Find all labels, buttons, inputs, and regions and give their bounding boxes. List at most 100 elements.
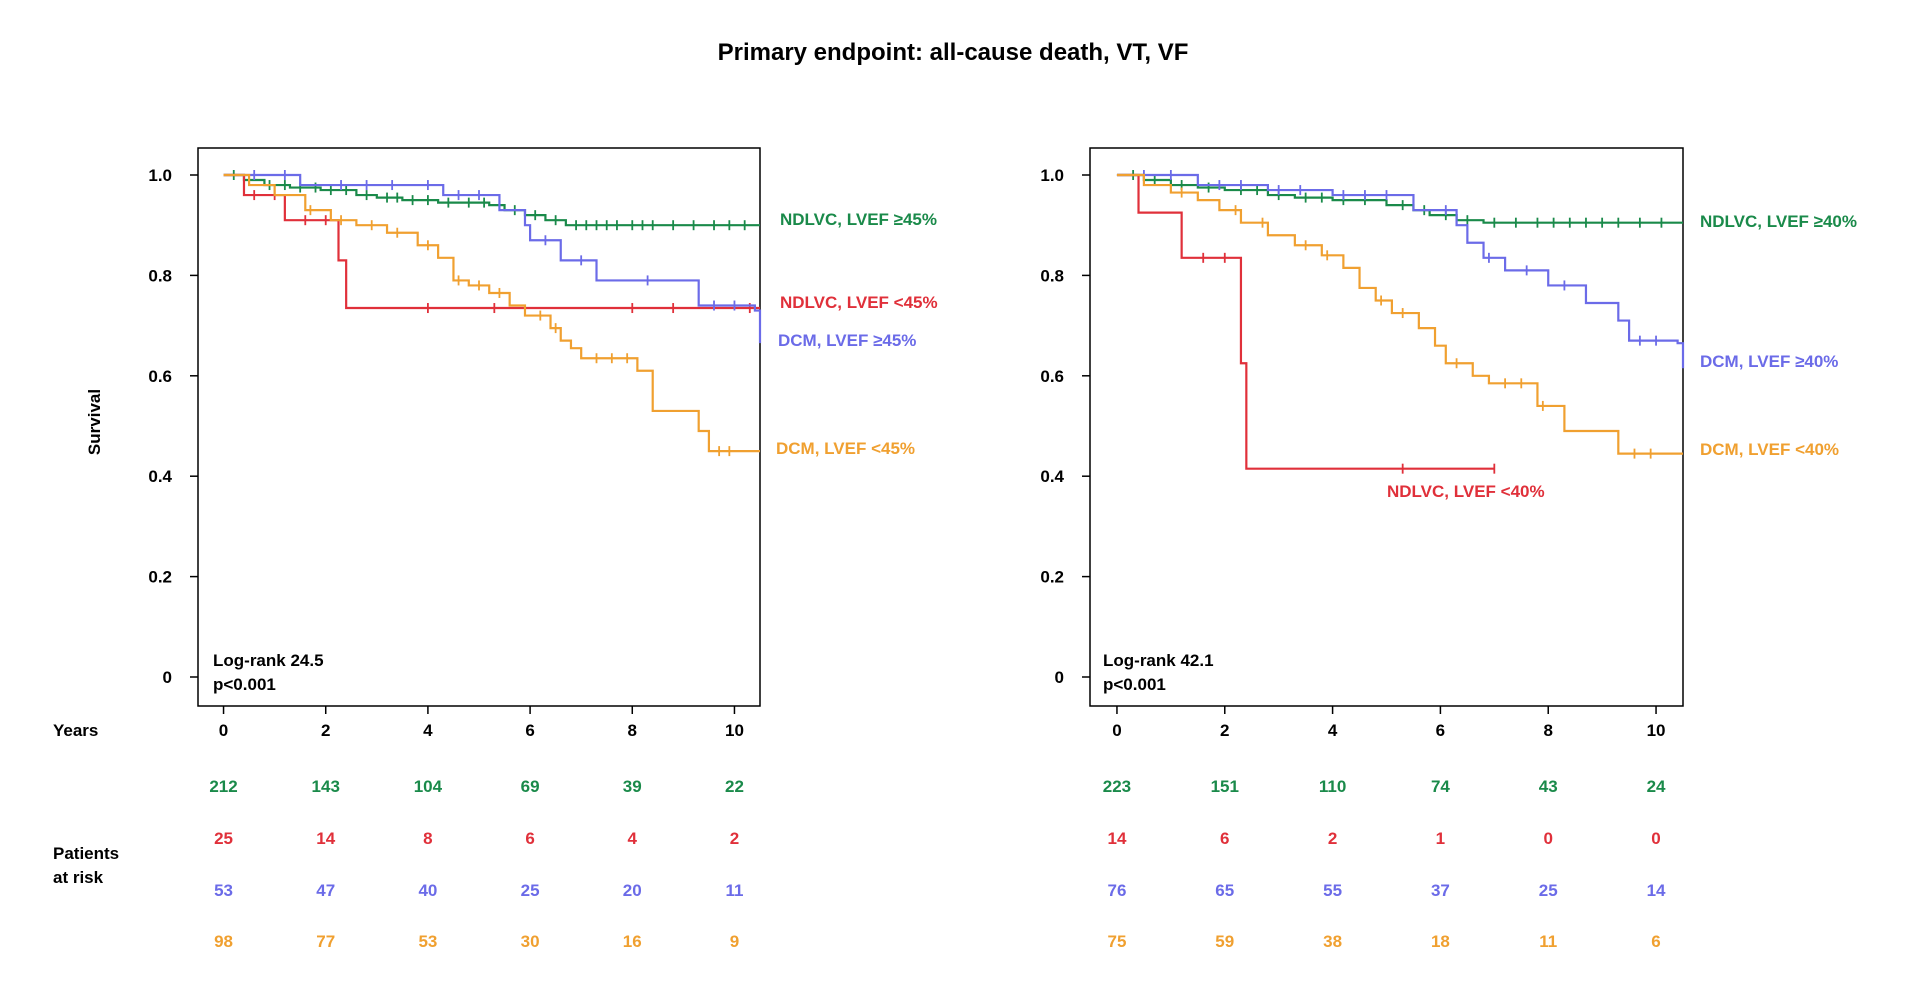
risk-count: 8: [423, 829, 432, 848]
risk-label-line2: at risk: [53, 868, 104, 887]
risk-count: 223: [1103, 777, 1131, 796]
risk-count: 0: [1651, 829, 1660, 848]
plot-frame: [197, 147, 761, 707]
risk-count: 212: [209, 777, 237, 796]
y-tick-label: 0.6: [148, 367, 172, 386]
x-tick-label: 2: [321, 721, 330, 740]
risk-count: 143: [312, 777, 340, 796]
risk-count: 9: [730, 932, 739, 951]
y-tick-label: 0: [1055, 668, 1064, 687]
risk-count: 1: [1436, 829, 1445, 848]
series-label: DCM, LVEF ≥40%: [1700, 352, 1838, 371]
risk-count: 151: [1211, 777, 1239, 796]
y-tick-label: 0.8: [148, 266, 172, 285]
survival-curve: [223, 173, 760, 310]
risk-count: 77: [316, 932, 335, 951]
survival-curve: [223, 173, 760, 453]
risk-count: 14: [316, 829, 335, 848]
x-tick-label: 6: [525, 721, 534, 740]
series-label: NDLVC, LVEF ≥40%: [1700, 212, 1857, 231]
x-tick-label: 10: [1647, 721, 1666, 740]
x-tick-label: 10: [725, 721, 744, 740]
series-label: NDLVC, LVEF ≥45%: [780, 210, 937, 229]
p-value-text: p<0.001: [213, 675, 276, 694]
y-tick-label: 0.2: [148, 568, 172, 587]
y-tick-label: 0.8: [1040, 266, 1064, 285]
y-tick-label: 0.2: [1040, 568, 1064, 587]
x-tick-label: 4: [1328, 721, 1338, 740]
risk-count: 16: [623, 932, 642, 951]
risk-count: 37: [1431, 881, 1450, 900]
risk-count: 43: [1539, 777, 1558, 796]
risk-count: 53: [214, 881, 233, 900]
risk-count: 20: [623, 881, 642, 900]
risk-count: 22: [725, 777, 744, 796]
risk-count: 55: [1323, 881, 1342, 900]
survival-curve: [223, 173, 760, 227]
y-tick-label: 0.4: [1040, 467, 1064, 486]
risk-count: 38: [1323, 932, 1342, 951]
y-axis-label: Survival: [85, 389, 104, 455]
risk-label-line1: Patients: [53, 844, 119, 863]
years-label: Years: [53, 721, 98, 740]
series-label: NDLVC, LVEF <45%: [780, 293, 938, 312]
risk-count: 110: [1319, 777, 1346, 796]
series-label: NDLVC, LVEF <40%: [1387, 482, 1545, 501]
series-label: DCM, LVEF <45%: [776, 439, 915, 458]
risk-count: 39: [623, 777, 642, 796]
x-tick-label: 0: [219, 721, 228, 740]
x-tick-label: 2: [1220, 721, 1229, 740]
risk-count: 18: [1431, 932, 1450, 951]
km-panel-left: 0 0.2 0.4 0.6 0.8 1.0 0 2 4 6 8 10 Survival Years Pati…: [53, 147, 938, 951]
y-tick-label: 1.0: [1040, 166, 1064, 185]
risk-count: 25: [214, 829, 233, 848]
risk-count: 75: [1107, 932, 1126, 951]
risk-count: 69: [521, 777, 540, 796]
risk-count: 30: [521, 932, 540, 951]
survival-curve: [1116, 173, 1685, 369]
x-tick-label: 8: [628, 721, 637, 740]
y-tick-label: 0.6: [1040, 367, 1064, 386]
risk-count: 11: [725, 881, 743, 900]
series-label: DCM, LVEF <40%: [1700, 440, 1839, 459]
x-tick-label: 6: [1436, 721, 1445, 740]
risk-count: 59: [1215, 932, 1234, 951]
risk-count: 6: [1220, 829, 1229, 848]
risk-count: 2: [1328, 829, 1337, 848]
risk-count: 47: [316, 881, 335, 900]
risk-count: 14: [1647, 881, 1666, 900]
survival-curve: [1116, 173, 1683, 224]
risk-count: 11: [1539, 932, 1557, 951]
risk-count: 76: [1107, 881, 1126, 900]
logrank-text: Log-rank 42.1: [1103, 651, 1214, 670]
x-tick-label: 0: [1112, 721, 1121, 740]
risk-count: 14: [1107, 829, 1126, 848]
risk-count: 25: [1539, 881, 1558, 900]
risk-count: 25: [521, 881, 540, 900]
risk-count: 53: [418, 932, 437, 951]
x-tick-label: 4: [423, 721, 433, 740]
risk-count: 98: [214, 932, 233, 951]
risk-count: 65: [1215, 881, 1234, 900]
series-label: DCM, LVEF ≥45%: [778, 331, 916, 350]
risk-count: 24: [1647, 777, 1666, 796]
y-tick-label: 0: [163, 668, 172, 687]
risk-count: 104: [414, 777, 443, 796]
x-tick-label: 8: [1543, 721, 1552, 740]
y-tick-label: 0.4: [148, 467, 172, 486]
figure-title: Primary endpoint: all-cause death, VT, V…: [718, 39, 1189, 66]
survival-curve: [223, 173, 762, 344]
risk-count: 2: [730, 829, 739, 848]
y-tick-label: 1.0: [148, 166, 172, 185]
risk-count: 4: [628, 829, 638, 848]
risk-count: 6: [1651, 932, 1660, 951]
survival-curve: [1116, 173, 1495, 470]
risk-count: 40: [418, 881, 437, 900]
p-value-text: p<0.001: [1103, 675, 1166, 694]
risk-count: 6: [525, 829, 534, 848]
logrank-text: Log-rank 24.5: [213, 651, 324, 670]
plot-frame: [1089, 147, 1684, 707]
survival-curve: [1116, 173, 1683, 455]
